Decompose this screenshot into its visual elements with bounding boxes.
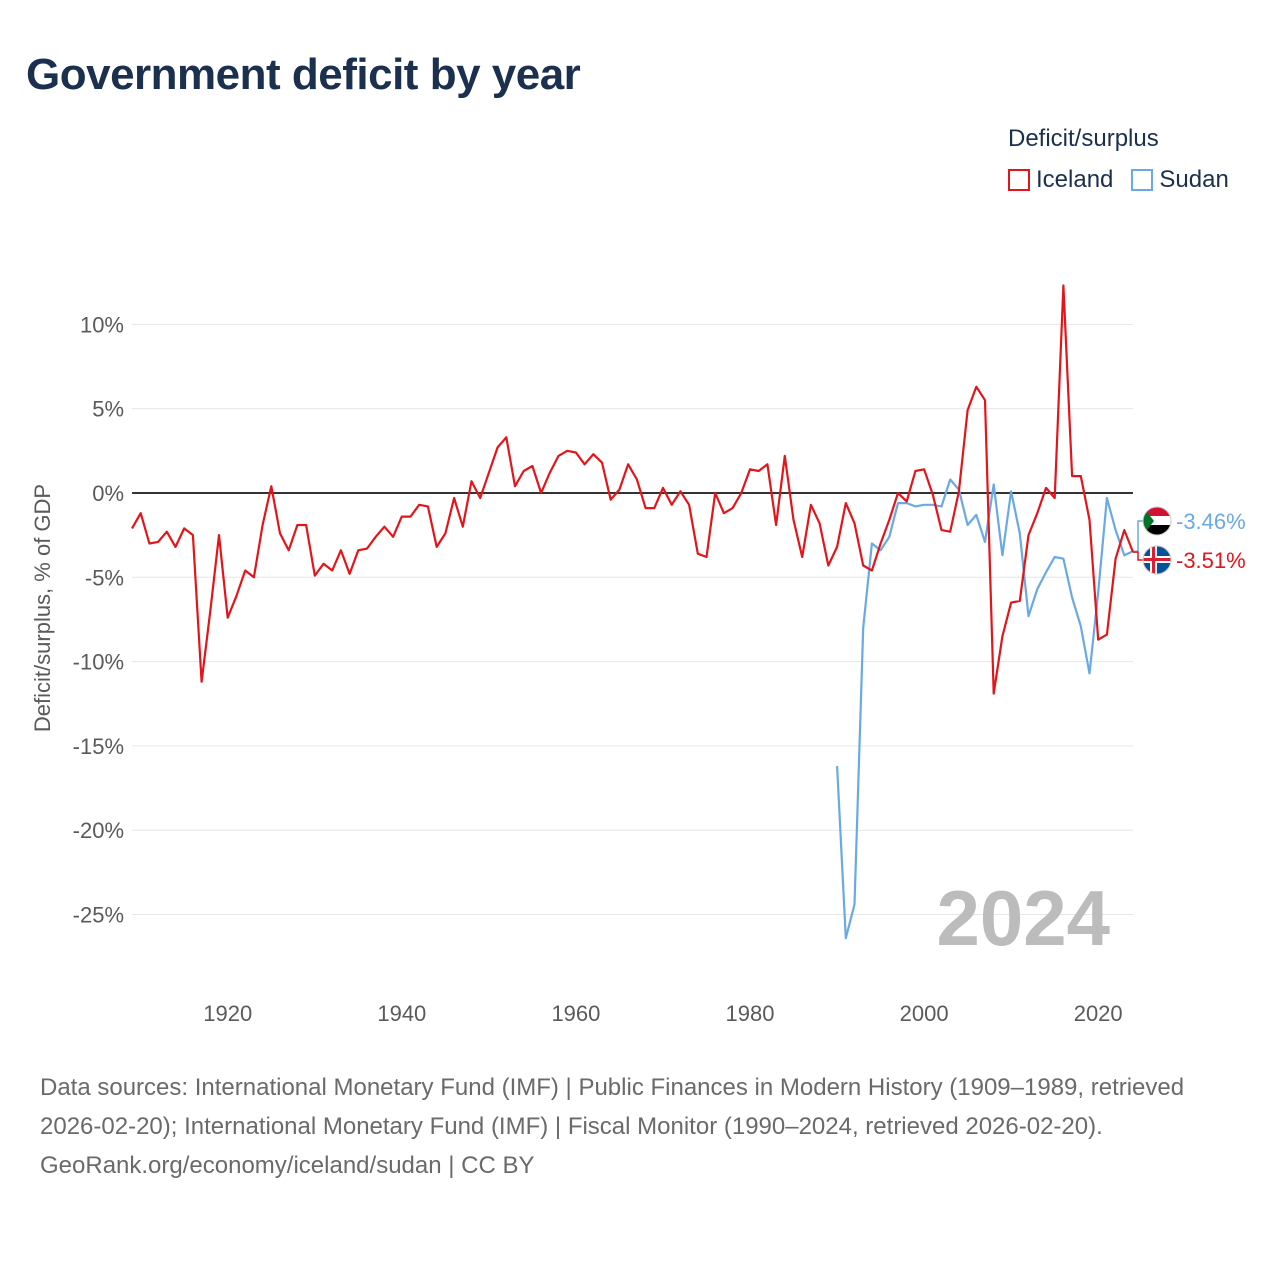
end-label-iceland: -3.51% bbox=[1176, 548, 1246, 573]
x-tick-label: 2020 bbox=[1074, 1001, 1123, 1026]
data-sources: Data sources: International Monetary Fun… bbox=[40, 1074, 1185, 1140]
x-tick-label: 2000 bbox=[900, 1001, 949, 1026]
footer: Data sources: International Monetary Fun… bbox=[40, 1068, 1250, 1185]
legend-label-sudan: Sudan bbox=[1159, 166, 1229, 193]
end-connector-sudan bbox=[1133, 520, 1143, 553]
y-tick-label: 5% bbox=[92, 397, 124, 422]
legend-title: Deficit/surplus bbox=[1008, 125, 1159, 152]
gridlines bbox=[132, 323, 1133, 916]
legend-item-sudan[interactable]: Sudan bbox=[1131, 166, 1229, 194]
legend-item-iceland[interactable]: Iceland bbox=[1008, 166, 1113, 194]
legend: Iceland Sudan bbox=[1008, 166, 1247, 194]
y-tick-label: -5% bbox=[85, 565, 124, 590]
y-tick-label: 10% bbox=[80, 312, 124, 337]
legend-swatch-sudan bbox=[1131, 169, 1154, 191]
end-connector-iceland bbox=[1133, 551, 1143, 561]
legend-label-iceland: Iceland bbox=[1036, 166, 1114, 193]
end-label-sudan: -3.46% bbox=[1176, 509, 1246, 534]
iceland-flag-icon bbox=[1142, 545, 1172, 575]
y-axis-label: Deficit/surplus, % of GDP bbox=[30, 484, 55, 732]
x-axis-ticks: 1920 1940 1960 1980 2000 2020 bbox=[203, 1001, 1122, 1026]
y-tick-label: -10% bbox=[73, 650, 124, 675]
y-tick-label: -15% bbox=[73, 734, 124, 759]
line-chart: 10%5%0%-5%-10%-15%-20%-25% 1920 1940 1960 1… bbox=[30, 284, 1246, 1026]
x-tick-label: 1980 bbox=[726, 1001, 775, 1026]
y-tick-label: -20% bbox=[73, 818, 124, 843]
y-tick-label: -25% bbox=[73, 903, 124, 928]
series-lines bbox=[131, 284, 1143, 940]
year-watermark: 2024 bbox=[936, 874, 1110, 962]
chart-title: Government deficit by year bbox=[26, 50, 581, 99]
x-tick-label: 1960 bbox=[551, 1001, 600, 1026]
credit-line[interactable]: GeoRank.org/economy/iceland/sudan | CC B… bbox=[40, 1152, 535, 1179]
x-tick-label: 1920 bbox=[203, 1001, 252, 1026]
y-axis-ticks: 10% 5% 0% -5% -10% -15% -20% -25% bbox=[73, 312, 124, 927]
series-line-sudan[interactable] bbox=[836, 478, 1134, 940]
x-tick-label: 1940 bbox=[377, 1001, 426, 1026]
legend-swatch-iceland bbox=[1008, 169, 1030, 191]
sudan-flag-icon bbox=[1142, 506, 1172, 536]
y-tick-label: 0% bbox=[92, 481, 124, 506]
series-line-iceland[interactable] bbox=[131, 284, 1135, 695]
